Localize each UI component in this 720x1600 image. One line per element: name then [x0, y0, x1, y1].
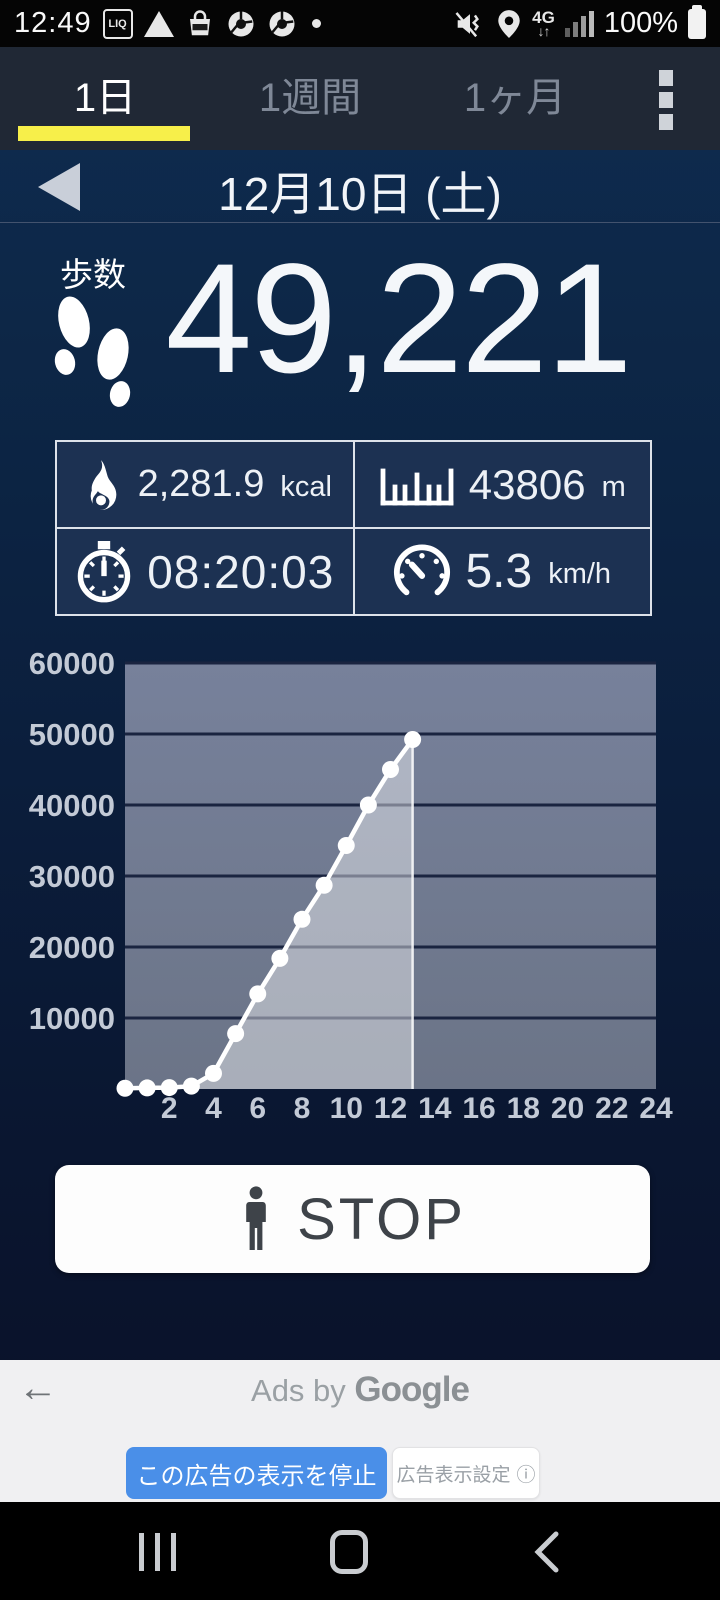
stop-button-label: STOP: [297, 1186, 466, 1252]
chrome-icon: [228, 11, 254, 36]
info-icon: ⓘ: [516, 1464, 536, 1486]
svg-text:8: 8: [294, 1092, 311, 1125]
speed-cell: 5.3 km/h: [354, 529, 650, 614]
svg-text:2: 2: [161, 1092, 178, 1125]
distance-cell: 43806 m: [354, 442, 650, 527]
calories-unit: kcal: [280, 471, 332, 503]
ad-settings-label: 広告表示設定: [396, 1464, 511, 1486]
svg-text:40000: 40000: [29, 788, 115, 823]
footsteps-icon: [54, 296, 131, 407]
stats-table: 2,281.9 kcal 43806 m 08:20:03: [55, 440, 652, 616]
mute-vibrate-icon: [455, 11, 480, 37]
svg-text:22: 22: [595, 1092, 628, 1125]
duration-value: 08:20:03: [147, 545, 335, 598]
signal-bars-icon: [564, 10, 594, 37]
ad-settings-button[interactable]: 広告表示設定 ⓘ: [392, 1447, 540, 1499]
date-title: 12月10日 (土): [218, 168, 502, 220]
duration-cell: 08:20:03: [57, 529, 353, 614]
distance-value: 43806: [468, 460, 586, 508]
svg-text:16: 16: [462, 1092, 495, 1125]
steps-chart: 10000 20000 30000 40000 50000 60000 2 4 6 8 10 12 14…: [0, 640, 720, 1125]
speed-unit: km/h: [548, 558, 612, 590]
active-tab-underline: [18, 126, 190, 141]
svg-text:18: 18: [507, 1092, 540, 1125]
svg-text:12: 12: [374, 1092, 407, 1125]
triangle-app-icon: [143, 10, 174, 37]
stop-button[interactable]: STOP: [55, 1165, 650, 1273]
svg-text:50000: 50000: [29, 717, 115, 752]
location-icon: [498, 9, 520, 38]
steps-label: 歩数: [60, 256, 126, 293]
google-logo: Google: [354, 1370, 470, 1409]
svg-text:20000: 20000: [29, 930, 115, 965]
svg-text:20: 20: [551, 1092, 584, 1125]
clock: 12:49: [14, 7, 92, 39]
battery-icon: [688, 4, 706, 39]
ruler-icon: [380, 468, 454, 505]
uq-mobile-icon: LIQ: [102, 8, 133, 39]
svg-text:10: 10: [330, 1092, 363, 1125]
network-4g-icon: 4G ↓↑: [532, 7, 555, 39]
svg-text:60000: 60000: [29, 646, 115, 681]
period-tab-bar: 1日 1週間 1ヶ月: [0, 47, 720, 150]
svg-text:4: 4: [205, 1092, 222, 1125]
battery-percent: 100%: [603, 7, 678, 39]
notification-dot: [311, 19, 321, 28]
overflow-menu-icon[interactable]: [659, 70, 673, 130]
tab-1-month[interactable]: 1ヶ月: [463, 76, 567, 120]
calories-cell: 2,281.9 kcal: [57, 442, 353, 527]
ad-back-arrow-icon[interactable]: ←: [18, 1366, 58, 1410]
distance-unit: m: [601, 471, 626, 503]
ad-banner: ← Ads by Google この広告の表示を停止 広告表示設定 ⓘ: [0, 1360, 720, 1502]
shopping-bag-icon: [189, 9, 210, 35]
date-header: 12月10日 (土): [0, 150, 720, 223]
calories-value: 2,281.9: [137, 463, 265, 505]
svg-text:14: 14: [418, 1092, 452, 1125]
tab-1-week[interactable]: 1週間: [258, 76, 362, 120]
svg-text:6: 6: [249, 1092, 266, 1125]
recents-icon[interactable]: [139, 1533, 176, 1571]
previous-day-icon[interactable]: [38, 163, 80, 211]
home-icon[interactable]: [330, 1530, 368, 1574]
flame-icon: [90, 459, 116, 510]
svg-text:10000: 10000: [29, 1001, 115, 1036]
ad-caption-prefix: Ads by: [251, 1373, 346, 1408]
steps-value: 49,221: [165, 232, 632, 406]
tab-1-day[interactable]: 1日: [73, 76, 137, 120]
ad-caption: Ads by Google: [0, 1370, 720, 1410]
person-icon: [246, 1186, 266, 1250]
android-nav-bar: [0, 1502, 720, 1600]
status-bar: 12:49 LIQ 4G ↓↑ 100%: [0, 0, 720, 47]
back-icon[interactable]: [533, 1531, 559, 1573]
svg-text:30000: 30000: [29, 859, 115, 894]
chrome-icon: [269, 11, 295, 36]
svg-text:24: 24: [639, 1092, 673, 1125]
stopwatch-icon: [77, 540, 131, 602]
speed-value: 5.3: [465, 545, 533, 598]
speedometer-icon: [394, 543, 451, 595]
stop-showing-ad-button[interactable]: この広告の表示を停止: [126, 1447, 387, 1499]
